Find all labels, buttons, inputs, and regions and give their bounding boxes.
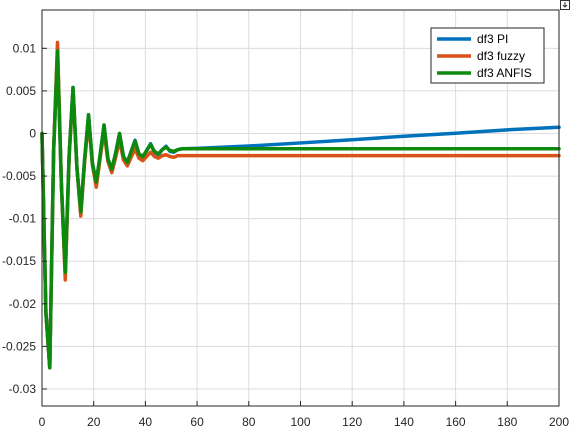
- y-tick-label: -0.02: [9, 297, 37, 311]
- series-lines: [40, 40, 561, 370]
- y-tick-label: -0.025: [2, 339, 36, 353]
- series-line-2: [40, 49, 561, 370]
- legend: df3 PI df3 fuzzy df3 ANFIS: [430, 27, 545, 84]
- x-tick-label: 140: [394, 415, 414, 429]
- x-tick-label: 0: [39, 415, 46, 429]
- x-tick-label: 80: [242, 415, 256, 429]
- y-tick-label: -0.015: [2, 254, 36, 268]
- y-tick-label: 0.01: [13, 41, 37, 55]
- x-tick-label: 60: [190, 415, 204, 429]
- x-tick-label: 180: [497, 415, 517, 429]
- x-tick-label: 200: [549, 415, 569, 429]
- y-tick-label: -0.03: [9, 382, 37, 396]
- y-tick-label: 0: [29, 126, 36, 140]
- legend-label-0: df3 PI: [477, 32, 508, 46]
- y-tick-label: -0.005: [2, 169, 36, 183]
- x-tick-label: 40: [139, 415, 153, 429]
- axis-ticks: 0 20 40 60 80 100 120 140 160 180 200 0.01 0.005 0 -0.…: [2, 41, 569, 429]
- x-tick-label: 100: [290, 415, 310, 429]
- legend-label-1: df3 fuzzy: [477, 49, 525, 63]
- x-tick-label: 120: [342, 415, 362, 429]
- x-tick-label: 20: [87, 415, 101, 429]
- y-tick-label: 0.005: [6, 84, 36, 98]
- legend-label-2: df3 ANFIS: [477, 66, 532, 80]
- export-icon[interactable]: [560, 0, 570, 10]
- y-tick-label: -0.01: [9, 212, 37, 226]
- x-tick-label: 160: [446, 415, 466, 429]
